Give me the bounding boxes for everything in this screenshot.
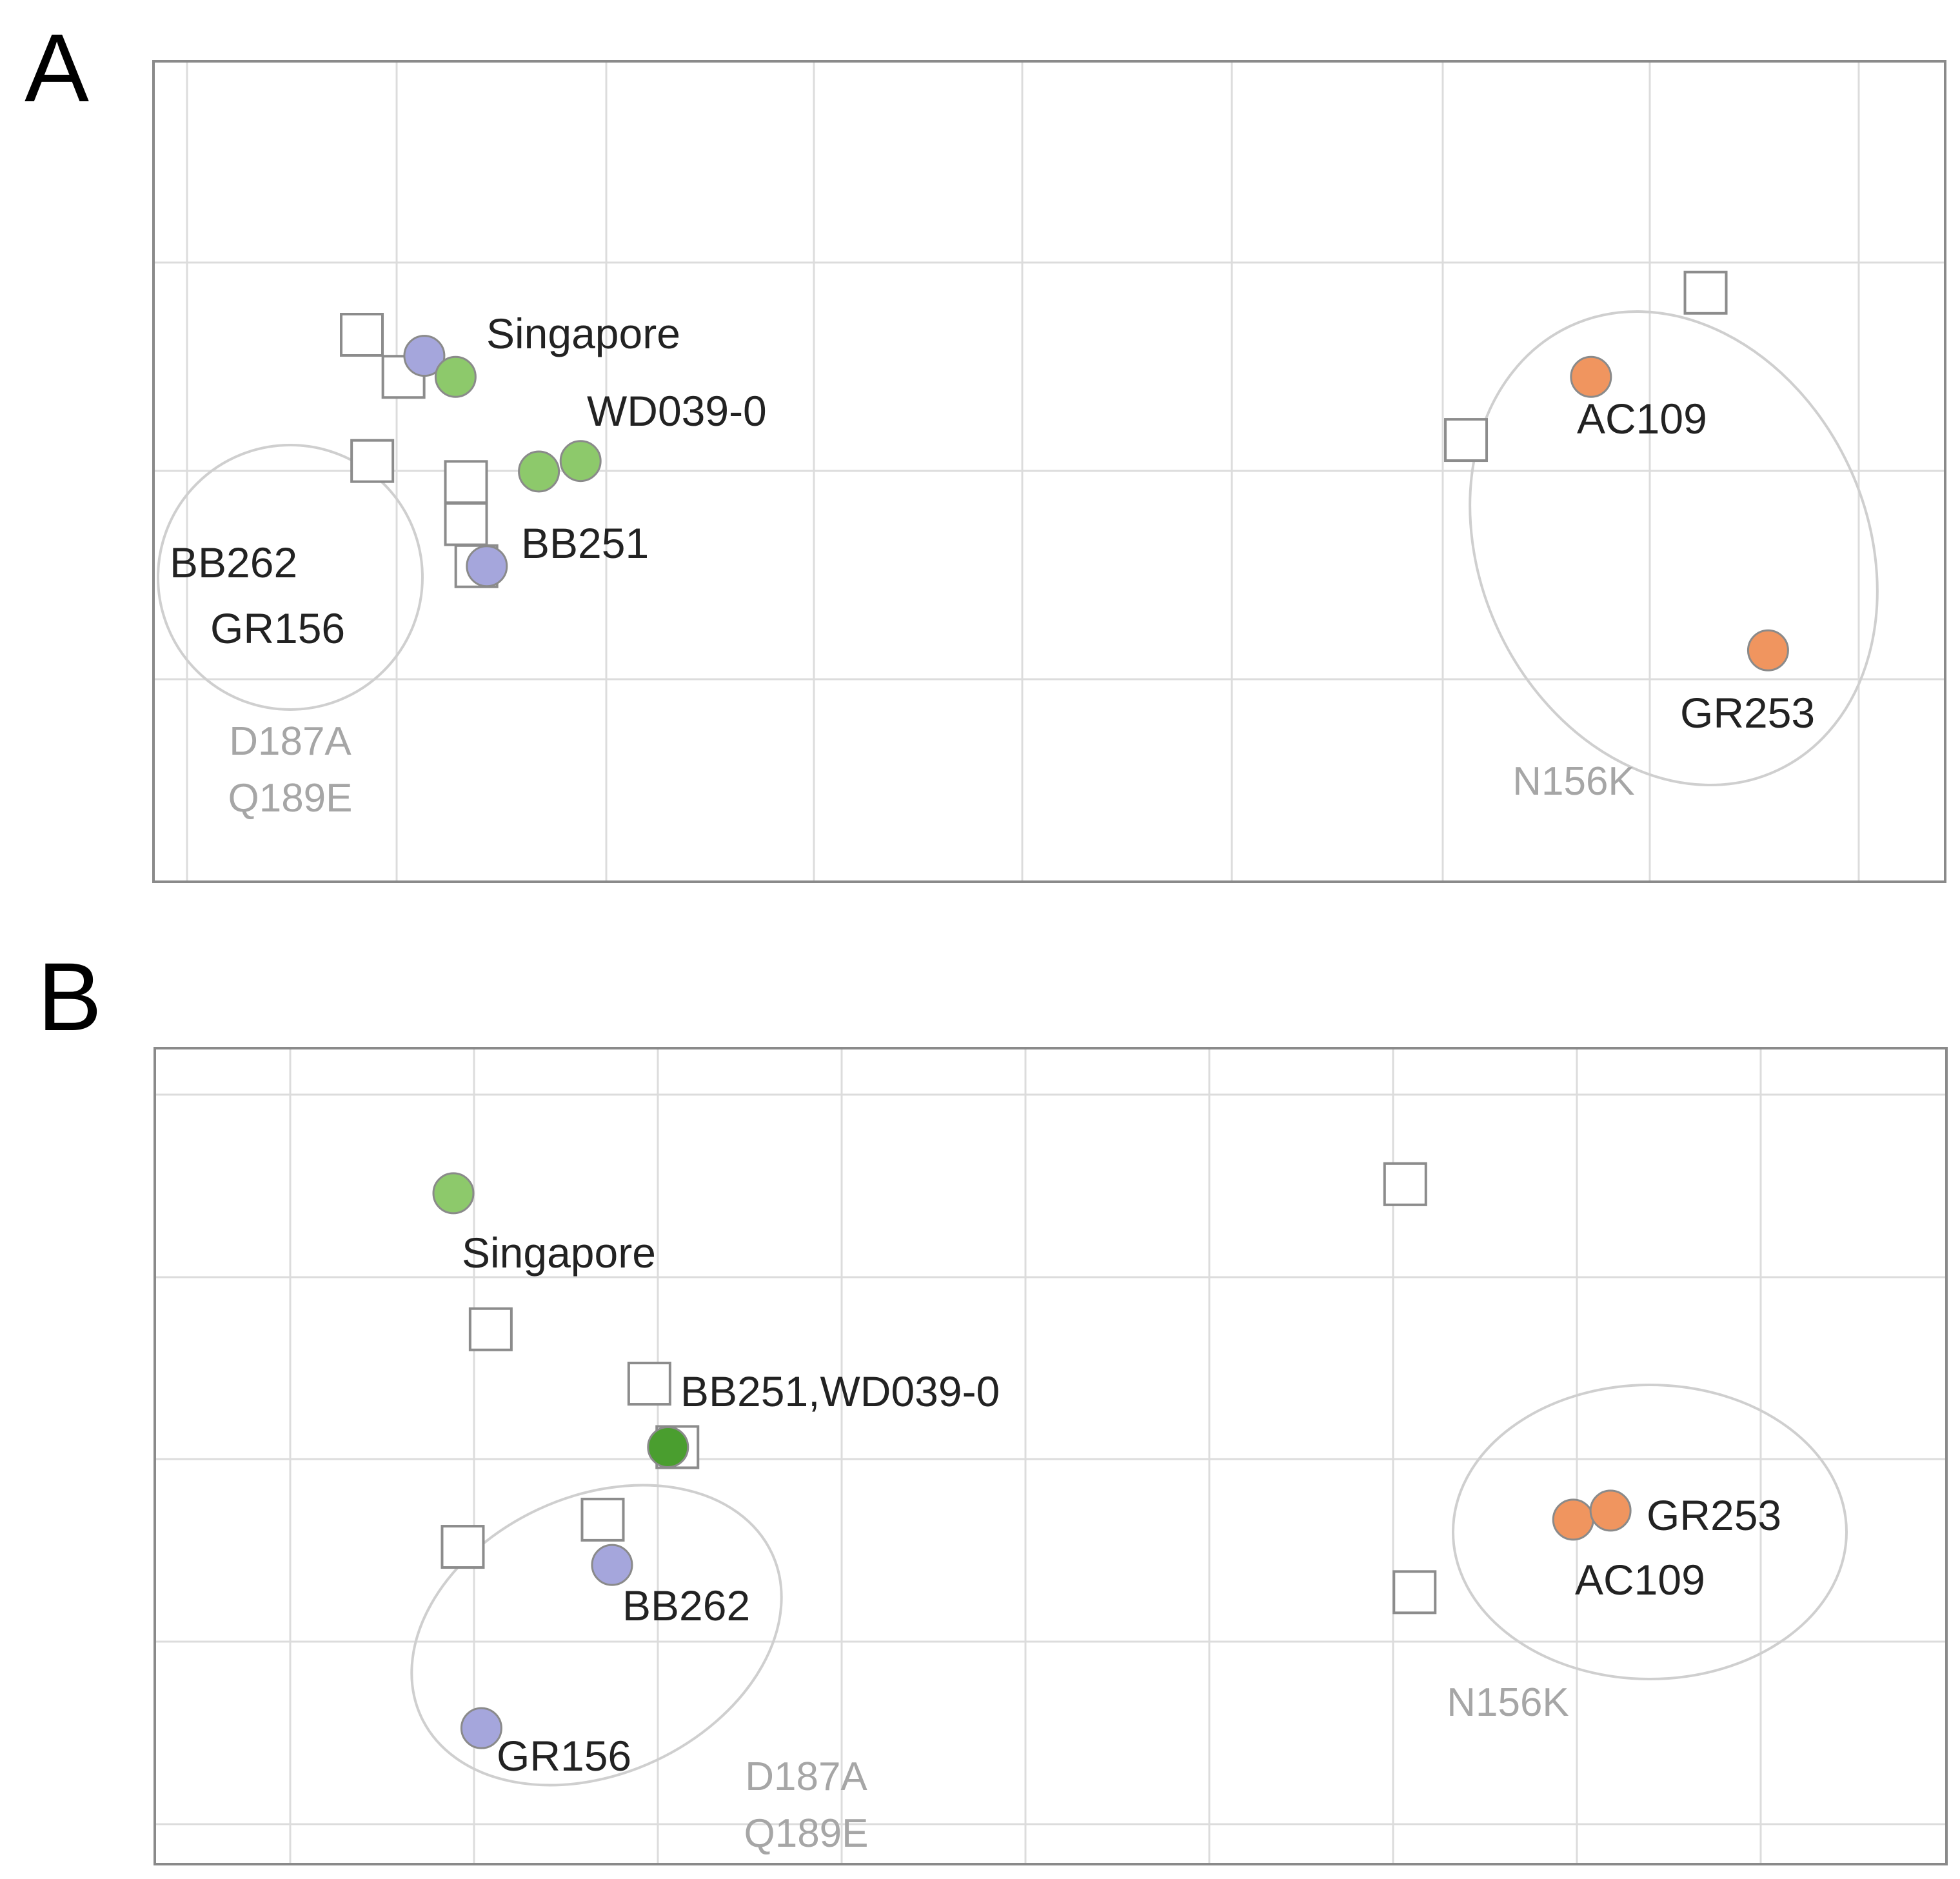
panel-b-strain-label: AC109 [1575,1556,1705,1604]
panel-b-square-marker [441,1525,485,1569]
panel-a-square-marker [1444,418,1489,462]
panel-a-group-label: Q189E [228,776,352,820]
panel-b-strain-label: BB262 [622,1582,750,1629]
panel-a-strain-label: Singapore [486,310,680,357]
panel-b-square-marker [627,1362,671,1406]
panel-a-strain-label: GR253 [1680,689,1815,737]
panel-a-strain-label: AC109 [1577,395,1707,442]
panel-a-square-marker [340,313,384,357]
panel-a-point [1747,629,1789,671]
panel-a-point [434,355,477,398]
panel-a-point [518,450,560,493]
panel-a-strain-label: BB262 [170,539,297,586]
panel-b-strain-label: BB251,WD039-0 [680,1367,1000,1415]
panel-b-square-marker [1392,1570,1437,1615]
panel-b-point [460,1707,502,1749]
panel-b-group-label: Q189E [744,1811,868,1856]
panel-a-strain-label: BB251 [521,519,649,567]
panel-b-point [1589,1489,1632,1532]
panel-b-point [591,1544,633,1586]
panel-a-point [559,440,602,482]
panel-a-group-ellipse [1469,310,1879,786]
panel-b-strain-label: GR253 [1647,1491,1781,1539]
panel-b-group-ellipse [1452,1384,1848,1680]
panel-b-square-marker [468,1307,513,1351]
panel-a-point [1570,355,1612,398]
panel-b-letter: B [37,942,103,1051]
panel-a-letter: A [25,14,90,122]
panel-a-square-marker [1683,270,1728,315]
panel-a-point [403,335,446,377]
panel-b-strain-label: Singapore [462,1229,656,1277]
panel-a-square-marker [350,439,395,483]
panel-b-point [1552,1498,1594,1541]
panel-a-square-marker [444,460,488,504]
panel-b-group-label: N156K [1447,1680,1569,1725]
panel-a-point [466,545,508,588]
panel-b-group-label: D187A [745,1755,867,1799]
panel-a-group-ellipse [157,444,424,711]
panel-a-group-label: N156K [1512,759,1635,804]
panel-b-plot-frame [153,1047,1948,1865]
panel-a-square-marker [444,502,488,546]
panel-a-plot-frame [152,60,1946,883]
panel-a-strain-label: GR156 [210,604,345,652]
panel-b-strain-label: GR156 [497,1732,631,1780]
panel-b-point [647,1426,689,1468]
panel-a-strain-label: WD039-0 [587,387,767,435]
panel-b-group-ellipse [410,1484,783,1787]
panel-a-group-label: D187A [229,719,351,764]
panel-b-point [432,1172,475,1215]
panel-b-square-marker [580,1497,625,1542]
panel-b-square-marker [1383,1162,1427,1206]
